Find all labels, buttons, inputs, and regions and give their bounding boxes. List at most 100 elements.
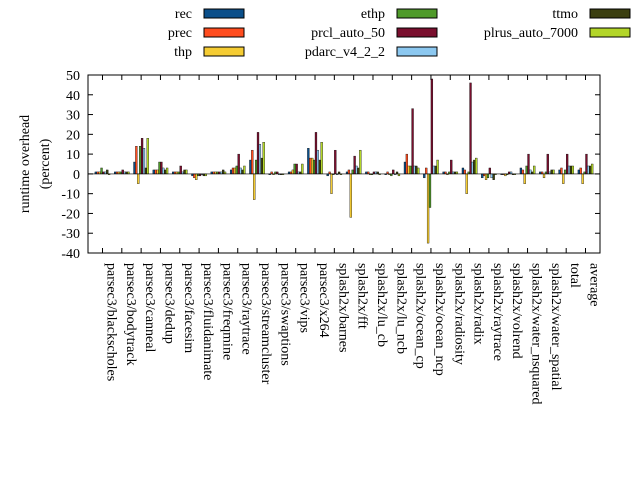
bar	[450, 159, 453, 175]
x-tick-label: parsec3/raytrace	[239, 263, 254, 355]
bar	[183, 169, 186, 175]
x-tick-label: splash2x/raytrace	[490, 263, 505, 361]
bar	[423, 173, 426, 179]
bar	[137, 173, 140, 184]
bar	[312, 159, 316, 175]
bar	[567, 165, 571, 175]
bar	[461, 167, 465, 175]
bar	[436, 159, 439, 175]
legend-swatch	[396, 46, 438, 57]
y-tick-label: 40	[66, 89, 80, 104]
bar	[139, 146, 142, 175]
bar	[471, 161, 474, 175]
bar	[262, 142, 265, 175]
bar	[309, 157, 312, 175]
bar	[469, 82, 472, 175]
bar	[133, 161, 136, 175]
bar	[237, 153, 240, 175]
bar	[521, 169, 524, 175]
bar	[581, 173, 584, 184]
bar	[392, 169, 395, 175]
y-tick-label: 30	[66, 109, 80, 124]
bar	[428, 173, 432, 208]
y-tick-label: -30	[61, 227, 80, 242]
bar	[411, 108, 414, 175]
bar	[405, 153, 408, 175]
bar	[426, 173, 430, 244]
legend: rec prec thp ethp prcl_auto_50 pdarc_v4_2_2 tt…	[168, 7, 631, 60]
bar	[334, 149, 337, 175]
bar	[140, 138, 144, 175]
bar	[193, 173, 196, 179]
legend-swatch	[589, 8, 631, 19]
legend-swatch	[203, 8, 245, 19]
x-tick-label: parsec3/bodytrack	[123, 263, 138, 366]
bar	[318, 159, 321, 175]
bar	[425, 167, 428, 175]
bar	[152, 169, 155, 175]
legend-label: ttmo	[552, 7, 578, 22]
x-tick-label: splash2x/lu_cb	[374, 263, 389, 347]
bar	[235, 165, 238, 175]
bar	[473, 159, 476, 175]
y-tick-label: 10	[66, 148, 80, 163]
bar	[316, 149, 319, 175]
legend-label: pdarc_v4_2_2	[305, 45, 385, 60]
bar	[142, 148, 146, 175]
plot-frame	[87, 74, 601, 254]
bar	[585, 153, 588, 175]
bar	[488, 167, 491, 175]
bar	[229, 169, 233, 175]
bar	[533, 165, 536, 175]
bar	[571, 165, 574, 175]
bar	[164, 169, 167, 175]
y-tick-label: 20	[66, 128, 80, 143]
bar	[185, 169, 188, 175]
bar	[542, 173, 546, 179]
x-tick-label: splash2x/fft	[355, 263, 370, 329]
bar	[160, 161, 163, 175]
bar	[249, 159, 252, 175]
bar	[295, 163, 298, 175]
bar	[233, 167, 237, 175]
x-tick-label: parsec3/canneal	[142, 263, 157, 352]
x-tick-label: parsec3/dedup	[161, 263, 176, 344]
x-tick-label: parsec3/streamcluster	[258, 263, 273, 385]
bar	[135, 146, 138, 175]
bar	[253, 173, 256, 200]
x-tick-label: parsec3/vips	[297, 263, 312, 333]
bar	[552, 169, 555, 175]
y-ticks: -40 -30 -20 -10 0 10 20 30 40 50	[61, 69, 600, 262]
bar	[165, 167, 169, 175]
axes	[87, 74, 601, 254]
bar	[231, 167, 235, 175]
bar	[465, 173, 468, 194]
bar	[591, 163, 594, 175]
bar	[486, 173, 490, 179]
bar	[407, 165, 410, 175]
bar	[550, 169, 553, 175]
bar	[144, 167, 148, 175]
legend-label: prcl_auto_50	[311, 26, 385, 41]
bar	[523, 173, 526, 184]
bar	[475, 157, 478, 175]
bar	[241, 169, 244, 175]
legend-label: rec	[175, 7, 192, 22]
bar	[158, 161, 161, 175]
bar	[291, 169, 294, 175]
bar	[413, 165, 416, 175]
y-tick-label: -40	[61, 247, 80, 262]
bar	[154, 169, 157, 175]
bar	[251, 149, 254, 175]
bar	[587, 165, 590, 175]
bar	[577, 169, 580, 175]
legend-swatch	[203, 27, 245, 38]
x-tick-label: splash2x/lu_ncb	[393, 263, 408, 354]
bar	[529, 169, 532, 175]
x-tick-label: splash2x/water_spatial	[548, 263, 563, 391]
legend-label: thp	[174, 45, 192, 60]
bar	[409, 165, 412, 175]
x-tick-label: total	[567, 263, 582, 288]
bar	[239, 167, 242, 175]
